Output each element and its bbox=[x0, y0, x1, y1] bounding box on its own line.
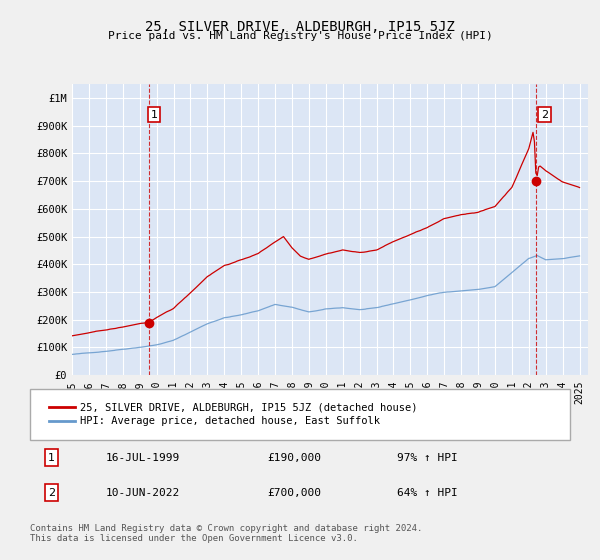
Text: 64% ↑ HPI: 64% ↑ HPI bbox=[397, 488, 458, 498]
Text: 16-JUL-1999: 16-JUL-1999 bbox=[106, 453, 180, 463]
Text: 1: 1 bbox=[151, 110, 157, 119]
Text: 25, SILVER DRIVE, ALDEBURGH, IP15 5JZ: 25, SILVER DRIVE, ALDEBURGH, IP15 5JZ bbox=[145, 20, 455, 34]
Text: £190,000: £190,000 bbox=[268, 453, 322, 463]
Text: £700,000: £700,000 bbox=[268, 488, 322, 498]
Text: Price paid vs. HM Land Registry's House Price Index (HPI): Price paid vs. HM Land Registry's House … bbox=[107, 31, 493, 41]
Text: 2: 2 bbox=[48, 488, 55, 498]
Text: 1: 1 bbox=[48, 453, 55, 463]
Text: 10-JUN-2022: 10-JUN-2022 bbox=[106, 488, 180, 498]
Legend: 25, SILVER DRIVE, ALDEBURGH, IP15 5JZ (detached house), HPI: Average price, deta: 25, SILVER DRIVE, ALDEBURGH, IP15 5JZ (d… bbox=[46, 399, 421, 430]
Text: 97% ↑ HPI: 97% ↑ HPI bbox=[397, 453, 458, 463]
Text: Contains HM Land Registry data © Crown copyright and database right 2024.
This d: Contains HM Land Registry data © Crown c… bbox=[30, 524, 422, 543]
Text: 2: 2 bbox=[541, 110, 548, 119]
